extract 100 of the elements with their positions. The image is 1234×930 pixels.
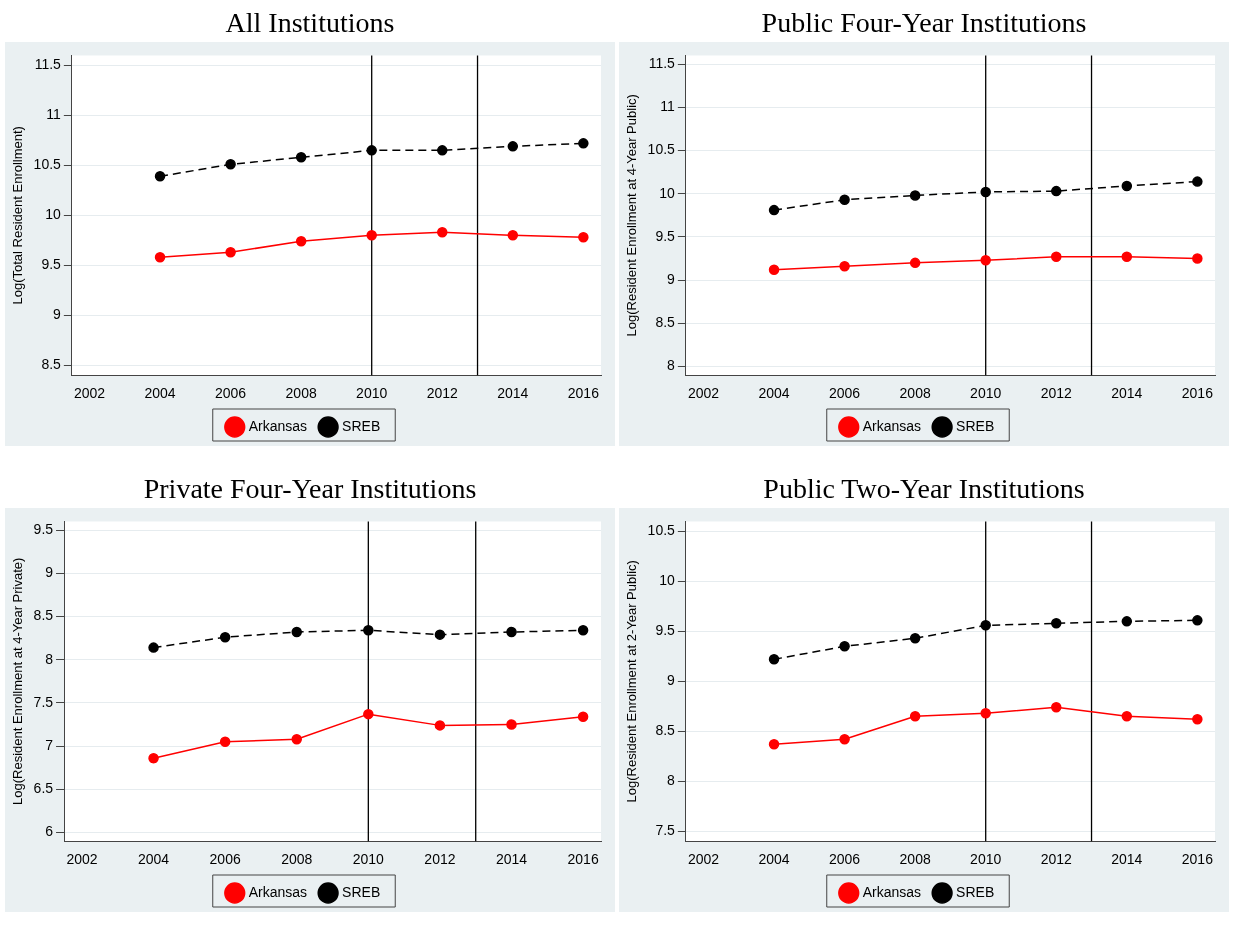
legend-label: Arkansas [862,417,922,434]
x-tick-label: 2002 [73,385,106,402]
legend-label: Arkansas [248,417,308,434]
point [1051,185,1062,197]
point [295,152,307,163]
point [839,641,850,652]
y-axis-title: Log(Resident Enrollment at 4-Year Private) [10,557,26,805]
point [295,236,307,247]
chart-title: Public Four-Year Institutions [761,6,1087,40]
y-tick-label: 9 [45,564,54,581]
y-tick-label: 6 [45,823,54,840]
y-tick-label: 11.5 [34,56,62,73]
point [1192,253,1203,264]
y-tick-label: 10.5 [647,141,676,158]
x-tick-label: 2008 [899,851,931,868]
legend-label: Arkansas [248,883,308,900]
chart-title: Private Four-Year Institutions [143,472,477,506]
x-tick-label: 2016 [567,385,600,402]
y-tick-label: 8 [667,772,676,789]
y-tick-label: 7.5 [33,693,54,710]
chart-title: All Institutions [225,6,395,40]
point [577,625,589,636]
x-tick-label: 2002 [687,385,720,402]
y-axis-title: Log(Total Resident Enrollment) [10,126,26,305]
x-tick-label: 2004 [137,851,170,868]
point [507,141,519,152]
point [225,247,236,258]
point [366,145,377,156]
y-tick-label: 10.5 [647,522,676,539]
point [291,626,302,638]
point [1192,615,1203,626]
y-tick-label: 9 [667,270,676,287]
point [909,711,921,722]
x-tick-label: 2002 [687,851,720,868]
point [148,752,159,764]
x-tick-label: 2008 [281,851,313,868]
point [578,232,589,243]
x-tick-label: 2016 [567,851,599,868]
y-tick-label: 10 [659,572,676,589]
x-tick-label: 2016 [1181,385,1214,402]
point [1121,616,1133,627]
y-tick-label: 7 [45,736,54,753]
point [578,138,589,149]
x-tick-label: 2014 [1111,385,1143,402]
chart-title: Public Two-Year Institutions [763,472,1085,506]
y-tick-label: 8 [667,357,676,374]
point [1051,618,1062,629]
point [506,719,517,730]
point [980,255,991,266]
point [363,708,374,720]
point [839,194,850,205]
x-tick-label: 2006 [829,851,861,868]
point [768,204,780,216]
y-tick-label: 11 [46,106,62,123]
legend-label: SREB [342,883,381,900]
point [909,257,921,269]
x-tick-label: 2012 [424,851,456,868]
point [1192,714,1203,725]
y-tick-label: 9.5 [655,227,676,244]
point [839,734,850,745]
point [506,626,517,638]
point [768,654,780,665]
point [1121,180,1133,192]
point [437,145,448,156]
point [1121,711,1133,722]
y-tick-label: 9.5 [33,520,54,537]
y-tick-label: 7.5 [655,822,676,839]
y-tick-label: 9.5 [41,256,62,273]
x-tick-label: 2008 [899,385,931,402]
point [507,230,519,241]
x-tick-label: 2014 [495,851,528,868]
y-tick-label: 11.5 [648,54,676,71]
point [980,708,991,719]
point [980,620,991,631]
y-tick-label: 10 [659,184,676,201]
point [154,171,166,182]
legend-label: SREB [956,417,995,434]
point [148,642,159,653]
x-tick-label: 2010 [352,851,385,868]
x-tick-label: 2006 [209,851,241,868]
y-tick-label: 10 [45,206,62,223]
point [909,190,921,201]
point [434,629,446,640]
y-axis-title: Log(Resident Enrollment at 2-Year Public) [624,560,640,803]
point [1051,702,1062,713]
point [225,159,236,170]
y-tick-label: 8.5 [33,607,54,624]
point [1192,176,1203,187]
point [1051,251,1062,263]
x-tick-label: 2004 [758,851,790,868]
x-tick-label: 2014 [1111,851,1143,868]
y-axis-title: Log(Resident Enrollment at 4-Year Public) [624,94,640,337]
legend-label: SREB [956,883,995,900]
x-tick-label: 2004 [758,385,790,402]
y-tick-label: 8 [45,650,54,667]
point [366,230,377,241]
point [434,720,446,731]
y-tick-label: 9.5 [655,622,676,639]
x-tick-label: 2014 [497,385,529,402]
x-tick-label: 2010 [970,385,1002,402]
